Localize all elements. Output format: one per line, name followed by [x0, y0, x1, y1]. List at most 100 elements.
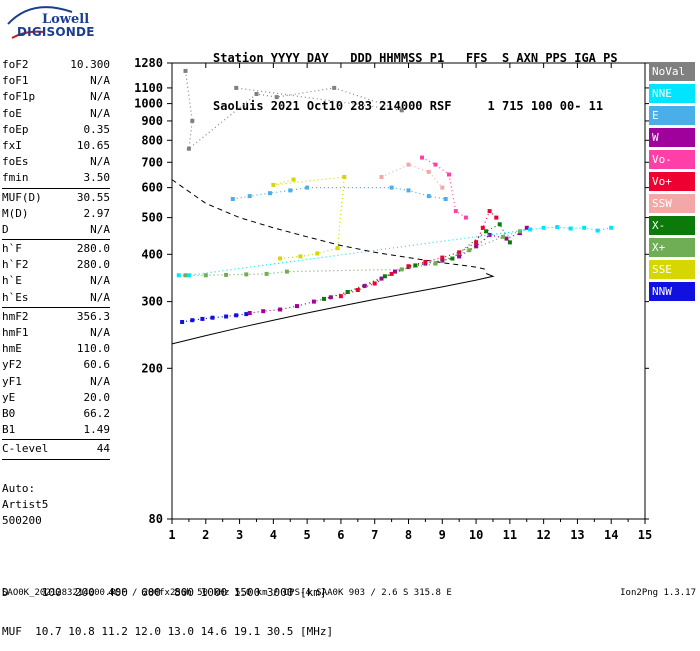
echo-point — [467, 248, 472, 253]
echo-trace — [184, 70, 402, 151]
legend-item-w: W — [649, 128, 695, 147]
parameter-panel: foF2 10.300 foF1 N/A foF1p N/A foE N/A foEp 0.35 f… — [2, 57, 110, 461]
param-row-hmf1: hmF1 N/A — [2, 325, 110, 341]
param-name: MUF(D) — [2, 190, 42, 204]
param-value: 1.49 — [83, 423, 111, 437]
param-name: foE — [2, 106, 22, 120]
x-tick-label: 13 — [570, 528, 584, 542]
param-row-d: D N/A — [2, 222, 110, 238]
param-row-foe: foE N/A — [2, 106, 110, 122]
echo-point — [247, 194, 252, 199]
echo-point — [433, 261, 438, 266]
legend-item-nne: NNE — [649, 84, 695, 103]
echo-point — [355, 288, 360, 292]
echo-point — [362, 283, 367, 288]
param-row-b1: B1 1.49 — [2, 422, 110, 438]
param-row-ye: yE 20.0 — [2, 390, 110, 406]
echo-point — [342, 175, 347, 179]
y-tick-label: 400 — [141, 247, 163, 261]
echo-point — [210, 315, 215, 320]
y-tick-label: 700 — [141, 155, 163, 169]
profile-curve-dashed — [171, 179, 487, 270]
param-name: yE — [2, 390, 16, 404]
param-row-fof1: foF1 N/A — [2, 73, 110, 89]
echo-point — [234, 313, 239, 318]
y-tick-label: 1280 — [134, 56, 163, 70]
x-tick-label: 5 — [304, 528, 311, 542]
param-value: N/A — [90, 106, 110, 120]
header-labels: Station YYYY DAY DDD HHMMSS P1 FFS S AXN… — [213, 51, 618, 65]
x-tick-label: 11 — [503, 528, 517, 542]
logo-text-lowell: Lowell — [42, 12, 90, 27]
param-name: foEp — [2, 122, 29, 136]
param-row-foes: foEs N/A — [2, 154, 110, 170]
echo-point — [261, 309, 266, 314]
param-name: B1 — [2, 423, 16, 437]
param-value: 10.300 — [70, 58, 110, 71]
x-tick-label: 8 — [405, 528, 412, 542]
echo-point — [433, 162, 438, 167]
autoscaling-info: Auto: Artist5 500200 — [2, 481, 48, 529]
echo-point — [278, 307, 283, 312]
echo-point — [555, 225, 560, 230]
echo-point — [541, 225, 546, 230]
param-row-hmf2: hmF2 356.3 — [2, 309, 110, 325]
param-row-foep: foEp 0.35 — [2, 122, 110, 138]
echo-point — [443, 197, 448, 201]
ionogram-chart: 1 2 3 4 5 6 7 8 9 10 11 12 13 14 158020030040050060070… — [134, 56, 652, 542]
echo-point — [423, 259, 428, 264]
echo-point — [399, 108, 404, 113]
param-row-hme: hmE 110.0 — [2, 341, 110, 357]
echo-point — [186, 273, 191, 278]
echo-point — [234, 85, 239, 90]
param-name: yF1 — [2, 374, 22, 388]
param-row-he: h`E N/A — [2, 273, 110, 289]
param-name: foEs — [2, 155, 29, 169]
x-tick-label: 2 — [202, 528, 209, 542]
y-tick-label: 1100 — [134, 81, 163, 95]
echo-point — [335, 246, 340, 251]
legend-item-vo: Vo- — [649, 150, 695, 169]
echo-point — [382, 274, 387, 279]
param-value: 0.35 — [83, 122, 111, 136]
echo-point — [264, 271, 269, 276]
param-value: 20.0 — [83, 390, 111, 404]
header-values: SaoLuis 2021 Oct10 283 214000 RSF 1 715 … — [213, 99, 604, 113]
x-tick-label: 3 — [236, 528, 243, 542]
param-value: N/A — [90, 374, 110, 388]
param-name: h`E — [2, 274, 22, 288]
x-tick-label: 1 — [168, 528, 175, 542]
x-tick-label: 10 — [469, 528, 483, 542]
echo-trace — [232, 187, 446, 200]
echo-trace — [178, 226, 612, 276]
param-value: 2.97 — [83, 206, 111, 220]
echo-point — [291, 177, 296, 182]
echo-point — [186, 146, 191, 151]
echo-point — [440, 185, 445, 190]
file-info-footer: SAO0K_2021283214000.RSF / 280fx256h 50 k… — [2, 588, 452, 598]
echo-point — [474, 240, 479, 245]
echo-point — [274, 95, 279, 100]
y-tick-label: 200 — [141, 361, 163, 375]
lowell-digisonde-logo: Lowell DIGISONDE — [2, 2, 122, 46]
y-tick-label: 300 — [141, 295, 163, 309]
param-row-mufd: MUF(D) 30.55 — [2, 190, 110, 206]
echo-point — [501, 234, 506, 239]
param-value: 280.0 — [76, 242, 110, 256]
param-value: 356.3 — [76, 309, 110, 323]
profile-curve-solid — [171, 273, 495, 345]
param-separator — [2, 458, 110, 460]
echo-point — [447, 172, 451, 177]
legend-item-x: X+ — [649, 238, 695, 257]
echo-point — [528, 227, 533, 232]
y-tick-label: 500 — [141, 211, 163, 225]
param-name: fmin — [2, 171, 29, 185]
echo-point — [487, 232, 492, 237]
station-header: Station YYYY DAY DDD HHMMSS P1 FFS S AXN… — [213, 18, 618, 130]
x-tick-label: 4 — [270, 528, 277, 542]
echo-point — [305, 185, 310, 190]
param-row-hes: h`Es N/A — [2, 290, 110, 306]
muf-row: MUF 10.7 10.8 11.2 12.0 13.0 14.6 19.1 3… — [2, 625, 334, 638]
param-separator — [2, 239, 110, 241]
echo-point — [406, 264, 411, 269]
